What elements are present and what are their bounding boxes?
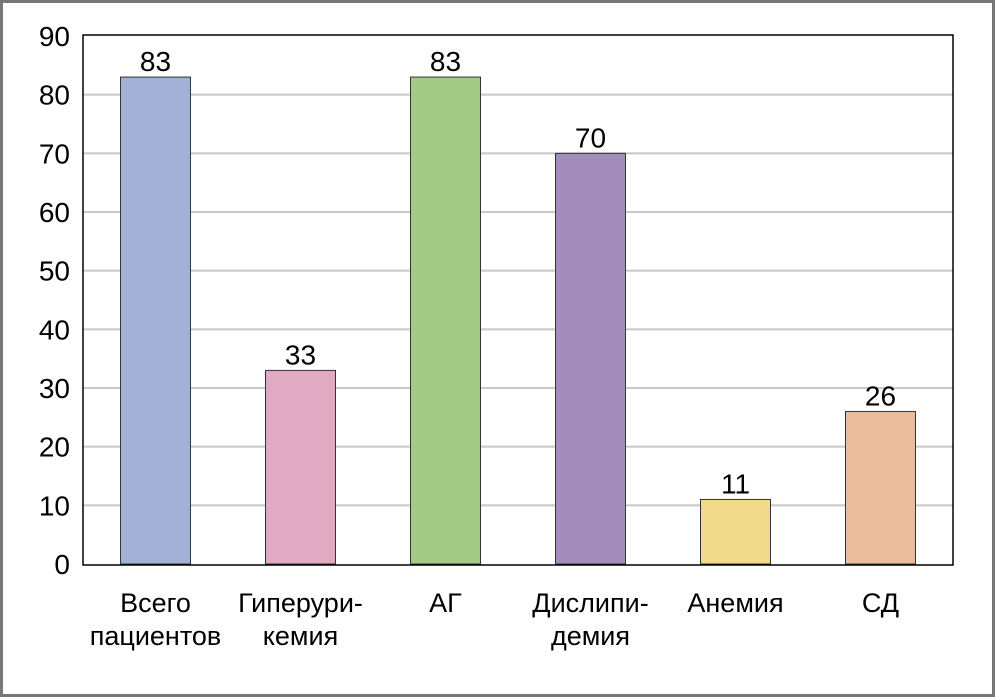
bar xyxy=(265,369,336,565)
bar xyxy=(120,76,191,565)
bar xyxy=(555,152,626,565)
data-label: 83 xyxy=(430,46,461,77)
x-tick-label: СД xyxy=(862,588,899,618)
data-label: 83 xyxy=(140,46,171,77)
gridlines xyxy=(83,93,953,507)
y-tick-label: 20 xyxy=(39,432,70,463)
data-label: 11 xyxy=(721,468,750,499)
x-tick-label: пациентов xyxy=(90,621,222,651)
x-tick-label: Анемия xyxy=(687,588,783,618)
plot-area-border xyxy=(82,34,954,566)
bars xyxy=(120,76,916,565)
bar xyxy=(410,76,481,565)
data-labels: 83 33 83 70 11 26 xyxy=(140,46,896,499)
x-tick-label: Всего xyxy=(120,588,191,618)
y-tick-label: 90 xyxy=(39,21,70,52)
y-tick-label: 40 xyxy=(39,314,70,345)
x-tick-label: демия xyxy=(551,621,630,651)
y-tick-label: 50 xyxy=(39,256,70,287)
x-tick-label: кемия xyxy=(263,621,338,651)
bar xyxy=(700,498,771,565)
y-tick-label: 0 xyxy=(54,549,70,580)
bar xyxy=(845,410,916,565)
data-label: 33 xyxy=(285,339,316,370)
y-axis-ticks: 0 10 20 30 40 50 60 70 80 90 xyxy=(39,21,70,580)
y-tick-label: 80 xyxy=(39,80,70,111)
y-tick-label: 30 xyxy=(39,373,70,404)
y-tick-label: 60 xyxy=(39,197,70,228)
y-tick-label: 70 xyxy=(39,138,70,169)
y-tick-label: 10 xyxy=(39,490,70,521)
x-tick-label: АГ xyxy=(429,588,462,618)
x-tick-label: Гиперури- xyxy=(238,588,363,618)
x-tick-label: Дислипи- xyxy=(532,588,648,618)
data-label: 70 xyxy=(575,122,606,153)
data-label: 26 xyxy=(865,380,896,411)
